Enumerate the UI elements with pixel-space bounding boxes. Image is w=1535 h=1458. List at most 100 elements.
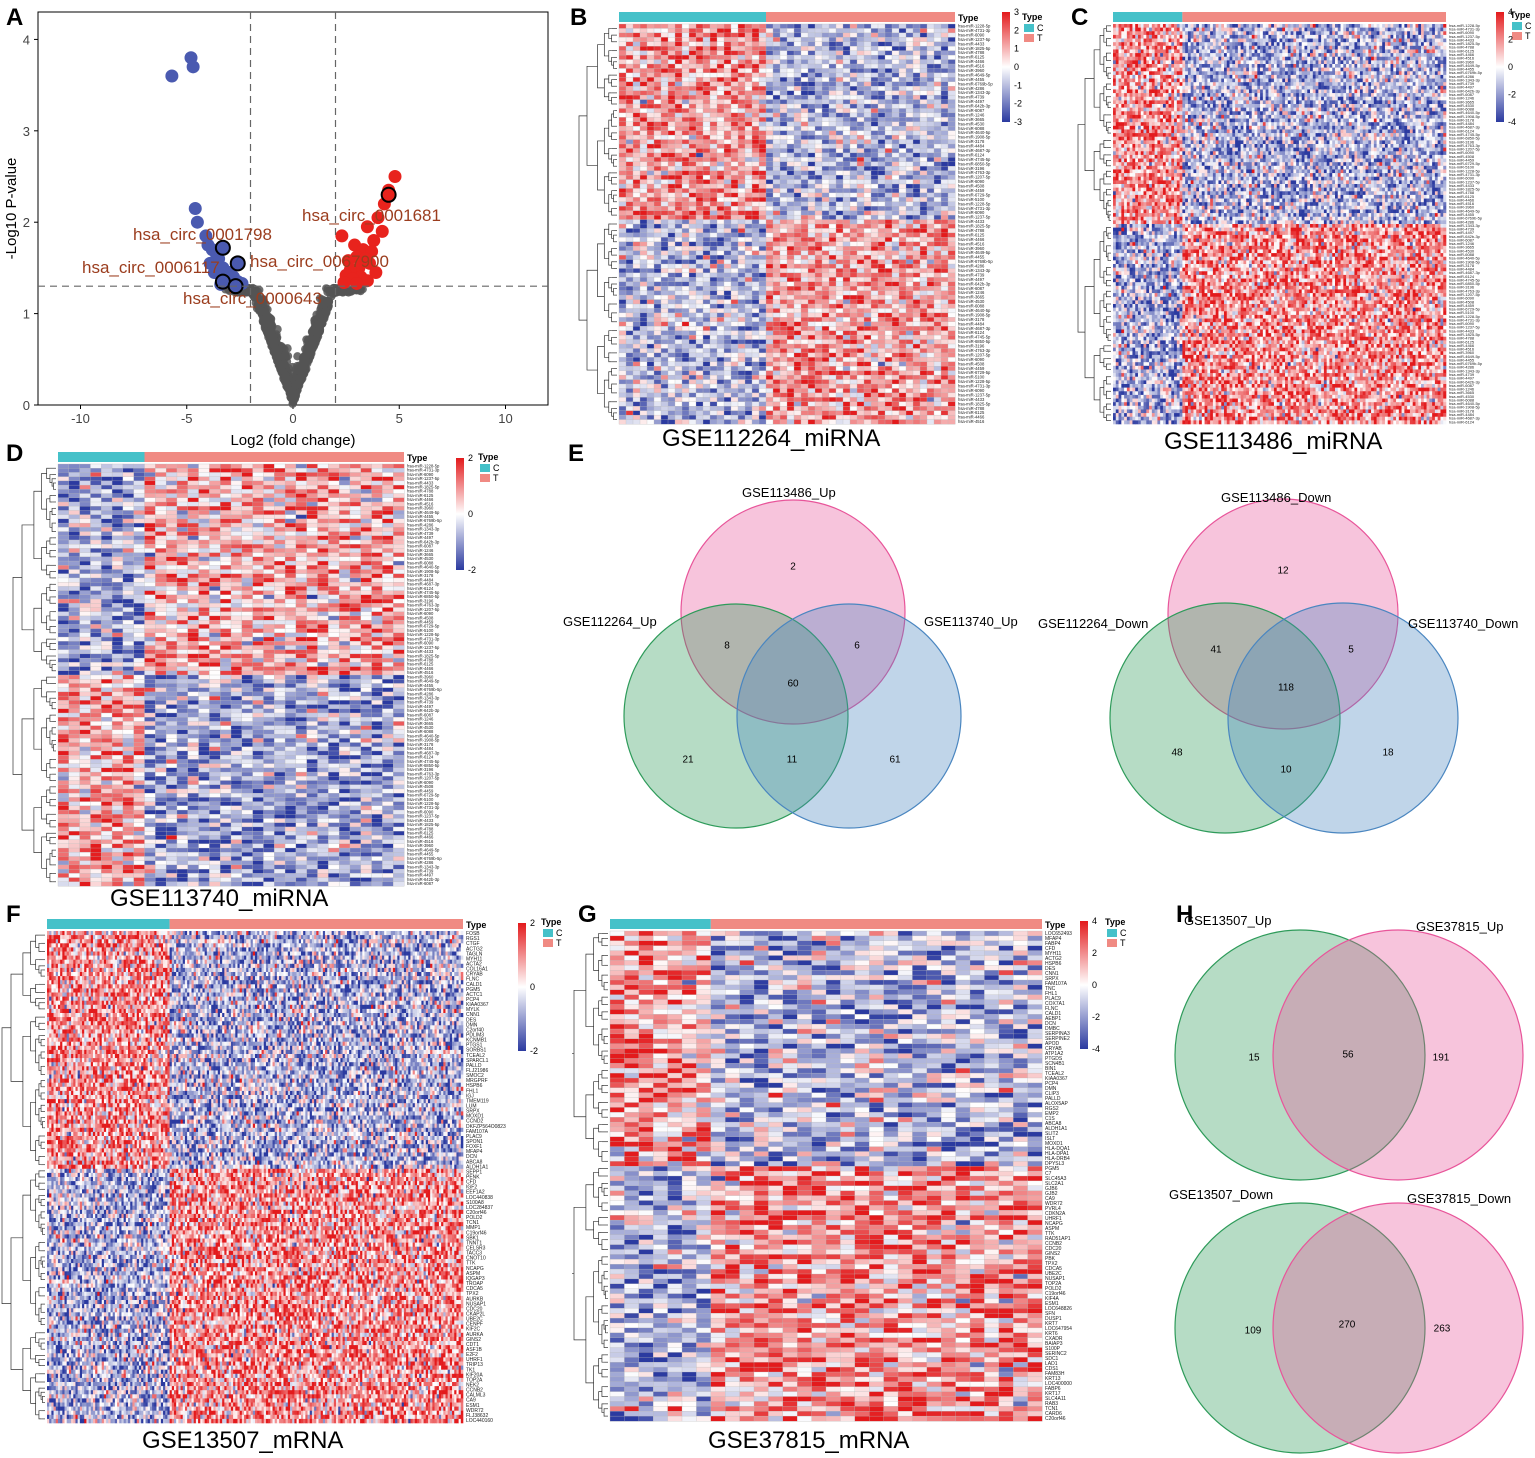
heat-cell — [870, 77, 879, 83]
heat-cell — [835, 214, 844, 221]
heat-cell — [807, 219, 816, 225]
heat-cell — [849, 383, 858, 389]
heat-cell — [730, 59, 739, 65]
heat-cell — [793, 223, 802, 229]
heat-cell — [625, 206, 634, 212]
heat-cell — [793, 99, 802, 105]
heat-cell — [730, 223, 739, 229]
heat-cell — [688, 183, 697, 189]
heat-cell — [835, 334, 844, 341]
heat-cell — [723, 308, 732, 314]
heat-cell — [786, 161, 795, 167]
heat-cell — [716, 352, 725, 358]
heat-cell — [814, 254, 823, 261]
heat-cell — [891, 383, 900, 389]
heat-cell — [814, 183, 823, 189]
heat-cell — [639, 32, 648, 38]
heat-cell — [905, 361, 914, 367]
heat-cell — [786, 46, 795, 52]
heat-cell — [940, 108, 949, 114]
heat-cell — [884, 259, 893, 265]
heat-cell — [702, 223, 711, 229]
heat-cell — [688, 46, 697, 52]
heat-cell — [653, 343, 662, 349]
heat-cell — [751, 370, 760, 376]
heat-cell — [905, 379, 914, 385]
heat-cell — [912, 334, 921, 341]
heat-cell — [856, 86, 865, 92]
heat-cell — [926, 197, 935, 203]
heat-cell — [856, 219, 865, 225]
heat-cell — [639, 117, 648, 123]
heat-cell — [926, 330, 935, 336]
heat-cell — [912, 32, 921, 38]
heat-cell — [912, 41, 921, 47]
heat-cell — [821, 321, 830, 327]
heat-cell — [688, 388, 697, 394]
heat-cell — [884, 63, 893, 69]
heat-cell — [891, 161, 900, 167]
heat-cell — [905, 246, 914, 252]
heat-cell — [947, 312, 956, 318]
heat-cell — [870, 281, 879, 287]
heat-cell — [744, 54, 753, 61]
heat-cell — [772, 46, 781, 52]
heat-cell — [800, 210, 809, 216]
up-point — [371, 211, 385, 225]
heat-cell — [835, 112, 844, 118]
heat-cell — [646, 374, 655, 381]
heat-cell — [674, 46, 683, 52]
heat-cell — [688, 277, 697, 283]
heat-cell — [779, 246, 788, 252]
heat-cell — [835, 228, 844, 234]
heat-cell — [744, 148, 753, 154]
heat-cell — [667, 281, 676, 287]
heat-cell — [765, 23, 774, 29]
heat-cell — [716, 94, 725, 101]
heat-cell — [688, 94, 697, 101]
heat-cell — [891, 94, 900, 101]
heat-cell — [772, 183, 781, 189]
heat-cell — [835, 339, 844, 345]
heat-cell — [786, 121, 795, 127]
heat-cell — [877, 348, 886, 354]
heat-cell — [877, 299, 886, 305]
heat-cell — [625, 312, 634, 318]
heat-cell — [758, 388, 767, 394]
heat-cell — [695, 312, 704, 318]
heat-cell — [695, 183, 704, 189]
heat-cell — [933, 50, 942, 56]
heat-cell — [709, 197, 718, 203]
type-bar-t — [766, 12, 955, 22]
heat-cell — [758, 268, 767, 274]
heat-cell — [618, 143, 627, 149]
heat-cell — [786, 50, 795, 56]
heat-cell — [737, 308, 746, 314]
heat-cell — [814, 250, 823, 256]
heat-cell — [737, 321, 746, 327]
up-point — [375, 224, 389, 238]
heat-cell — [688, 59, 697, 65]
heat-cell — [730, 286, 739, 292]
heat-cell — [912, 148, 921, 154]
heat-cell — [737, 157, 746, 163]
heat-cell — [828, 259, 837, 265]
heat-cell — [919, 139, 928, 145]
heat-cell — [681, 54, 690, 61]
heat-cell — [905, 68, 914, 74]
heat-cell — [674, 268, 683, 274]
heat-cell — [786, 268, 795, 274]
heat-cell — [723, 86, 732, 92]
heat-cell — [821, 139, 830, 145]
heat-cell — [807, 321, 816, 327]
heat-cell — [898, 214, 907, 221]
heat-cell — [849, 179, 858, 185]
heat-cell — [737, 148, 746, 154]
heat-cell — [793, 37, 802, 43]
heat-cell — [632, 330, 641, 336]
heat-cell — [814, 330, 823, 336]
heat-cell — [758, 343, 767, 349]
heat-cell — [807, 290, 816, 296]
heat-cell — [674, 148, 683, 154]
heat-cell — [884, 81, 893, 87]
